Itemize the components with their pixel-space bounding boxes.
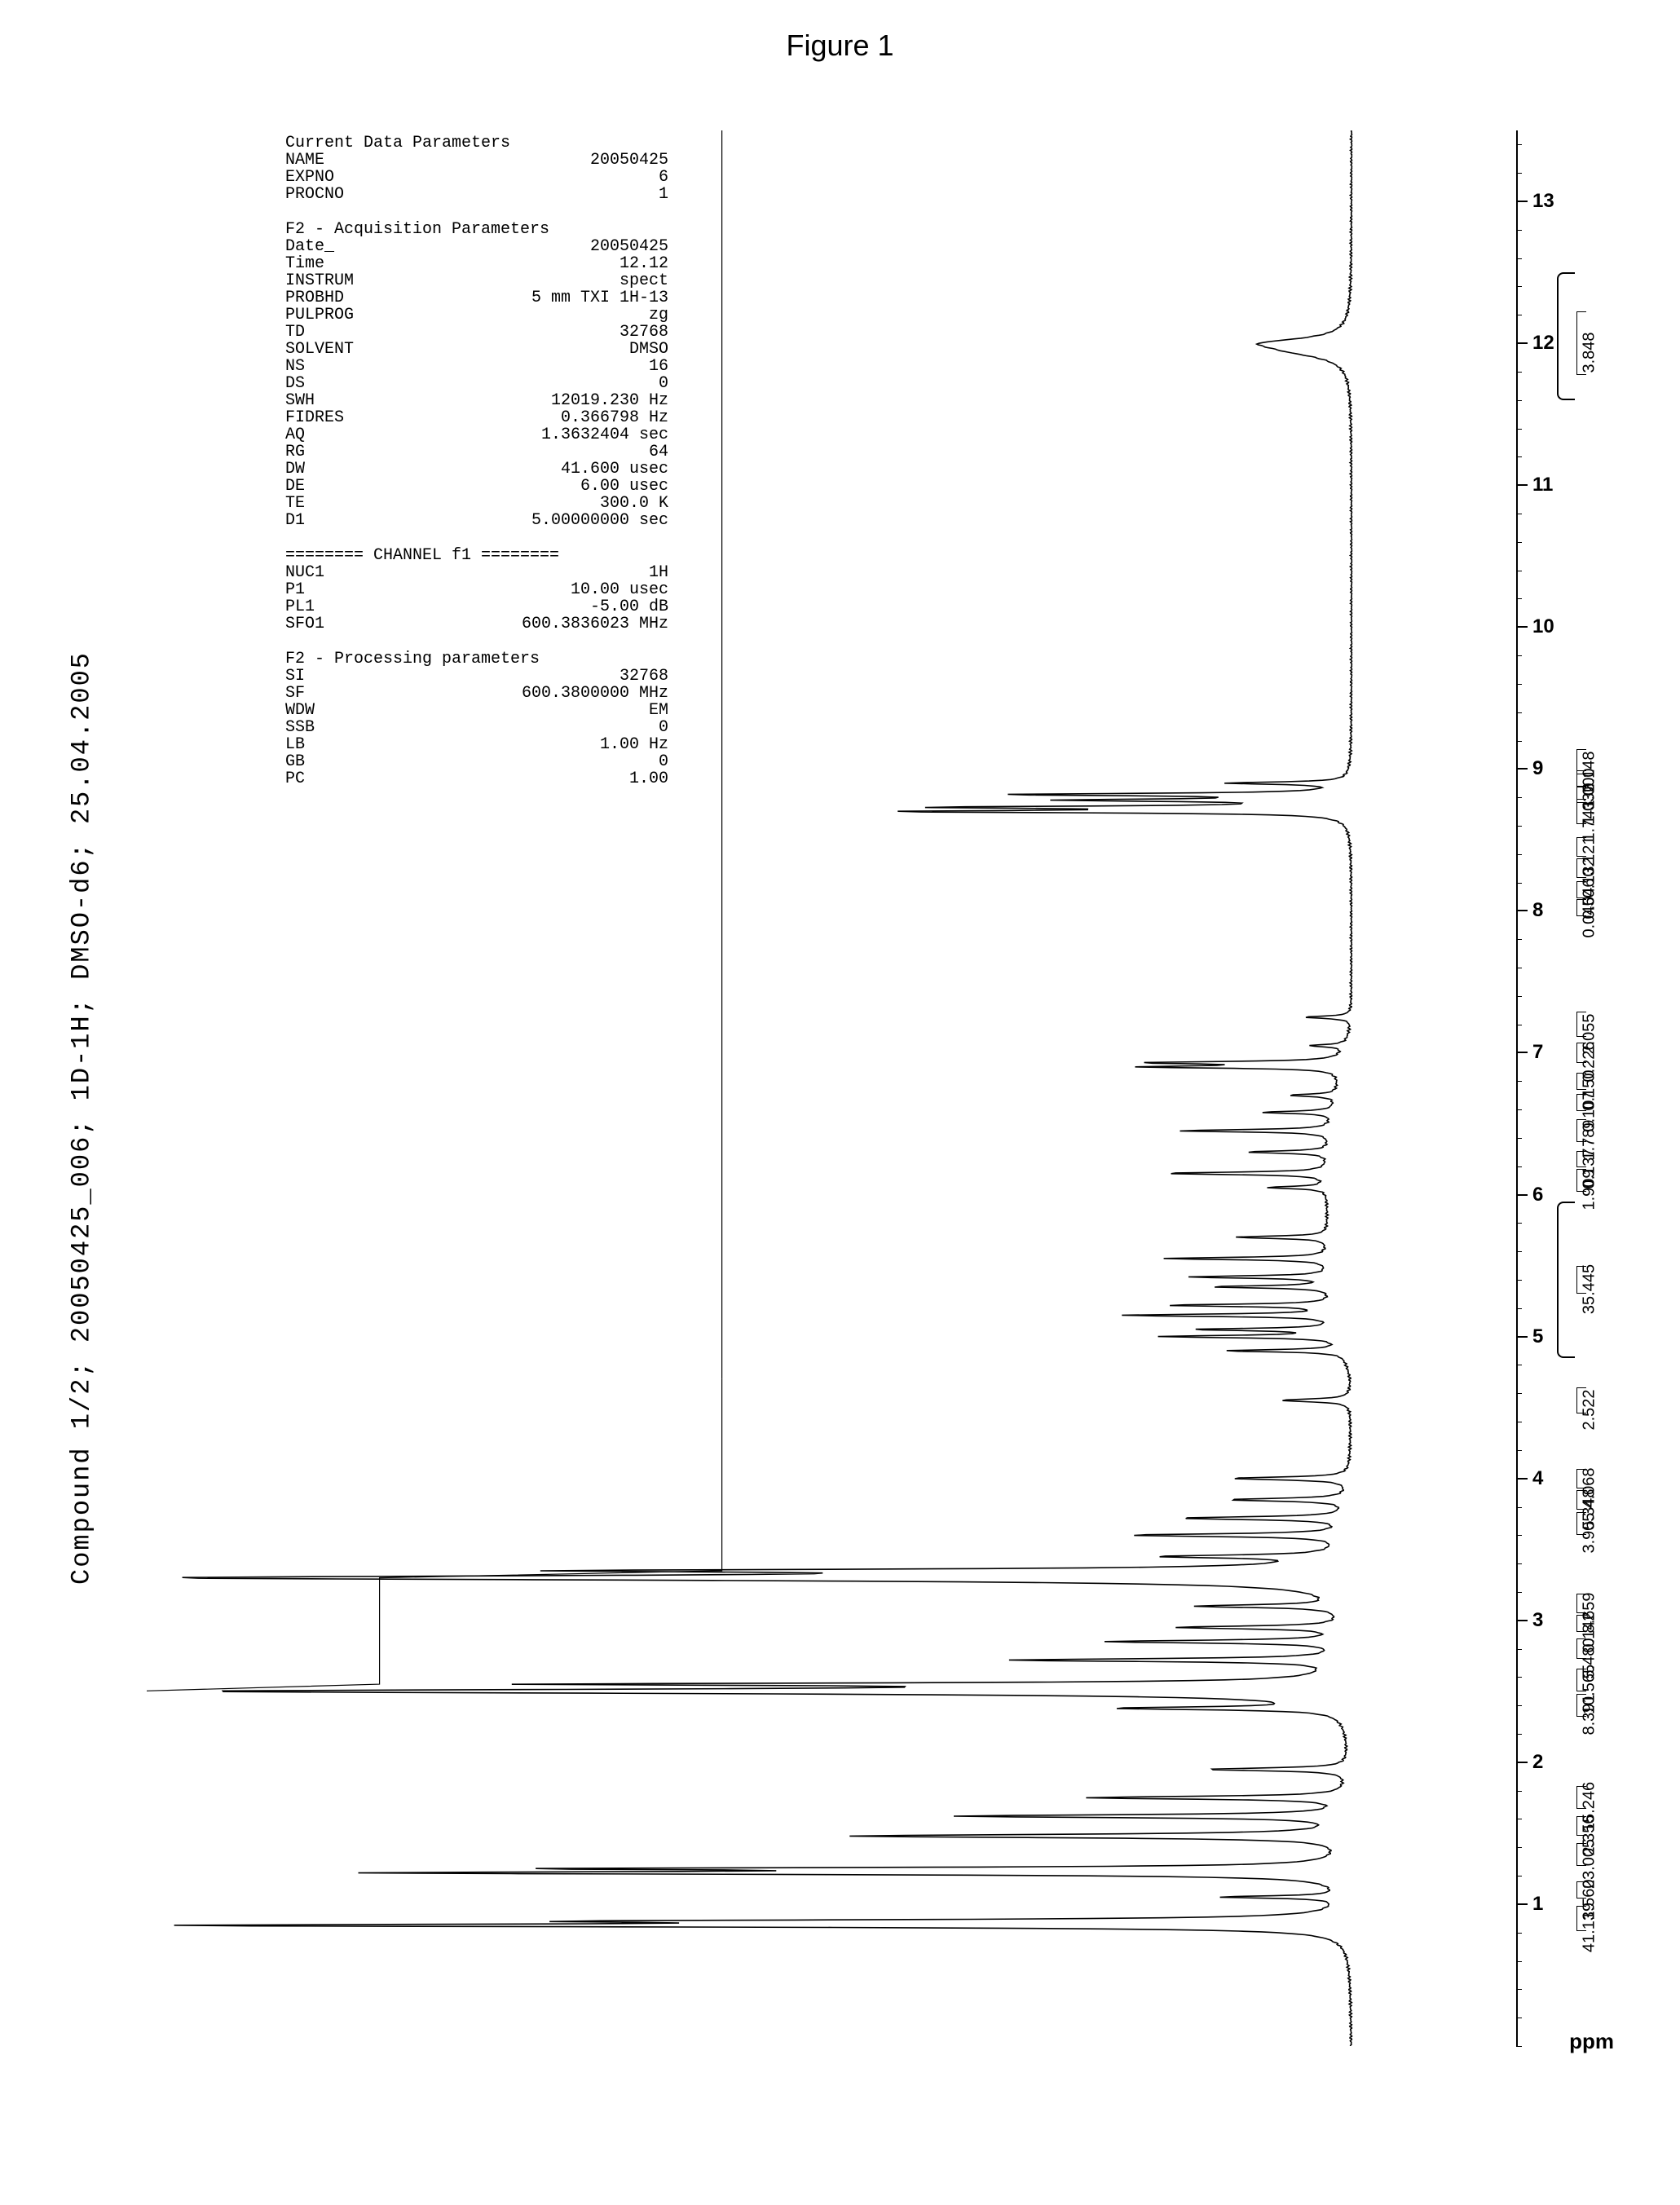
axis-tick-minor — [1516, 1677, 1522, 1678]
integral-trace — [147, 1379, 722, 2046]
axis-tick-minor — [1516, 1649, 1522, 1650]
integral-value: 41.139 — [1581, 1903, 1599, 1952]
axis-tick-minor — [1516, 1479, 1522, 1480]
axis-tick-minor — [1516, 1791, 1522, 1792]
axis-tick-minor — [1516, 769, 1522, 770]
axis-tick-minor — [1516, 1195, 1522, 1196]
axis-tick-minor — [1516, 1904, 1522, 1905]
integral-value: 2.522 — [1581, 1389, 1599, 1430]
axis-tick-minor — [1516, 1081, 1522, 1082]
axis-tick-minor — [1516, 655, 1522, 656]
integral-value: 0.045 — [1581, 897, 1599, 937]
axis-tick-minor — [1516, 1847, 1522, 1848]
axis-tick-minor — [1516, 883, 1522, 884]
axis-tick-minor — [1516, 144, 1522, 145]
axis-line — [1516, 130, 1518, 2046]
axis-tick-label: 6 — [1532, 1184, 1543, 1206]
axis-tick-label: 7 — [1532, 1041, 1543, 1064]
nmr-plot: 12345678910111213 ppm 3.8480.1481.0001.0… — [147, 130, 1516, 2046]
axis-tick-minor — [1516, 1762, 1522, 1763]
axis-tick-minor — [1516, 1734, 1522, 1735]
axis-tick-minor — [1516, 1933, 1522, 1934]
axis-tick-label: 10 — [1532, 615, 1554, 638]
integral-value: 1.909 — [1581, 1170, 1599, 1211]
axis-tick-minor — [1516, 1052, 1522, 1053]
axis-tick-minor — [1516, 1280, 1522, 1281]
integral-value: 3.848 — [1581, 333, 1599, 373]
axis-tick-label: 1 — [1532, 1893, 1543, 1916]
side-title: Compound 1/2; 20050425_006; 1D-1H; DMSO-… — [67, 651, 97, 1585]
axis-tick-minor — [1516, 173, 1522, 174]
axis-tick-label: 11 — [1532, 474, 1553, 496]
axis-tick-label: 2 — [1532, 1751, 1543, 1774]
axis-tick-minor — [1516, 429, 1522, 430]
axis-tick-minor — [1516, 598, 1522, 599]
axis-tick-minor — [1516, 1138, 1522, 1139]
axis-tick-minor — [1516, 456, 1522, 457]
axis-tick-minor — [1516, 1989, 1522, 1990]
integral-brace — [1557, 272, 1575, 400]
axis-tick-label: 9 — [1532, 757, 1543, 780]
ppm-axis: 12345678910111213 — [1516, 130, 1565, 2046]
axis-tick-minor — [1516, 372, 1522, 373]
axis-tick-label: 12 — [1532, 332, 1554, 355]
axis-tick-minor — [1516, 712, 1522, 713]
axis-tick-minor — [1516, 2046, 1522, 2047]
axis-tick-label: 5 — [1532, 1325, 1543, 1348]
axis-tick-minor — [1516, 1166, 1522, 1167]
axis-tick-minor — [1516, 343, 1522, 344]
axis-tick-minor — [1516, 258, 1522, 259]
axis-tick-minor — [1516, 741, 1522, 742]
axis-tick-minor — [1516, 1450, 1522, 1451]
axis-tick-minor — [1516, 1337, 1522, 1338]
axis-tick-minor — [1516, 1535, 1522, 1536]
axis-tick-minor — [1516, 400, 1522, 401]
axis-tick-minor — [1516, 1705, 1522, 1706]
axis-tick-minor — [1516, 854, 1522, 855]
integral-value: 8.391 — [1581, 1695, 1599, 1735]
spectrum-trace — [147, 130, 1516, 2046]
axis-tick-minor — [1516, 684, 1522, 685]
integral-value: 3.905 — [1581, 1513, 1599, 1554]
axis-tick-minor — [1516, 996, 1522, 997]
axis-tick-minor — [1516, 1563, 1522, 1564]
axis-tick-minor — [1516, 1592, 1522, 1593]
axis-tick-label: 8 — [1532, 899, 1543, 922]
axis-tick-minor — [1516, 542, 1522, 543]
axis-tick-minor — [1516, 1109, 1522, 1110]
axis-tick-label: 4 — [1532, 1467, 1543, 1490]
axis-tick-minor — [1516, 939, 1522, 940]
integral-brace — [1557, 1202, 1575, 1357]
axis-tick-minor — [1516, 1393, 1522, 1394]
axis-tick-minor — [1516, 1308, 1522, 1309]
axis-tick-minor — [1516, 1223, 1522, 1224]
axis-tick-minor — [1516, 797, 1522, 798]
axis-tick-minor — [1516, 1251, 1522, 1252]
axis-tick-minor — [1516, 286, 1522, 287]
axis-tick-label: 3 — [1532, 1609, 1543, 1632]
spectrum-path — [174, 130, 1352, 2046]
axis-tick-minor — [1516, 485, 1522, 486]
figure-title: Figure 1 — [786, 29, 893, 63]
integral-value: 35.445 — [1581, 1264, 1599, 1314]
axis-tick-minor — [1516, 1507, 1522, 1508]
axis-tick-label: 13 — [1532, 190, 1554, 213]
integral-column: 3.8480.1481.0001.0321.7430.1210.1320.046… — [1581, 130, 1671, 2046]
axis-tick-minor — [1516, 1961, 1522, 1962]
axis-tick-minor — [1516, 826, 1522, 827]
axis-tick-minor — [1516, 230, 1522, 231]
axis-tick-minor — [1516, 627, 1522, 628]
axis-tick-minor — [1516, 201, 1522, 202]
